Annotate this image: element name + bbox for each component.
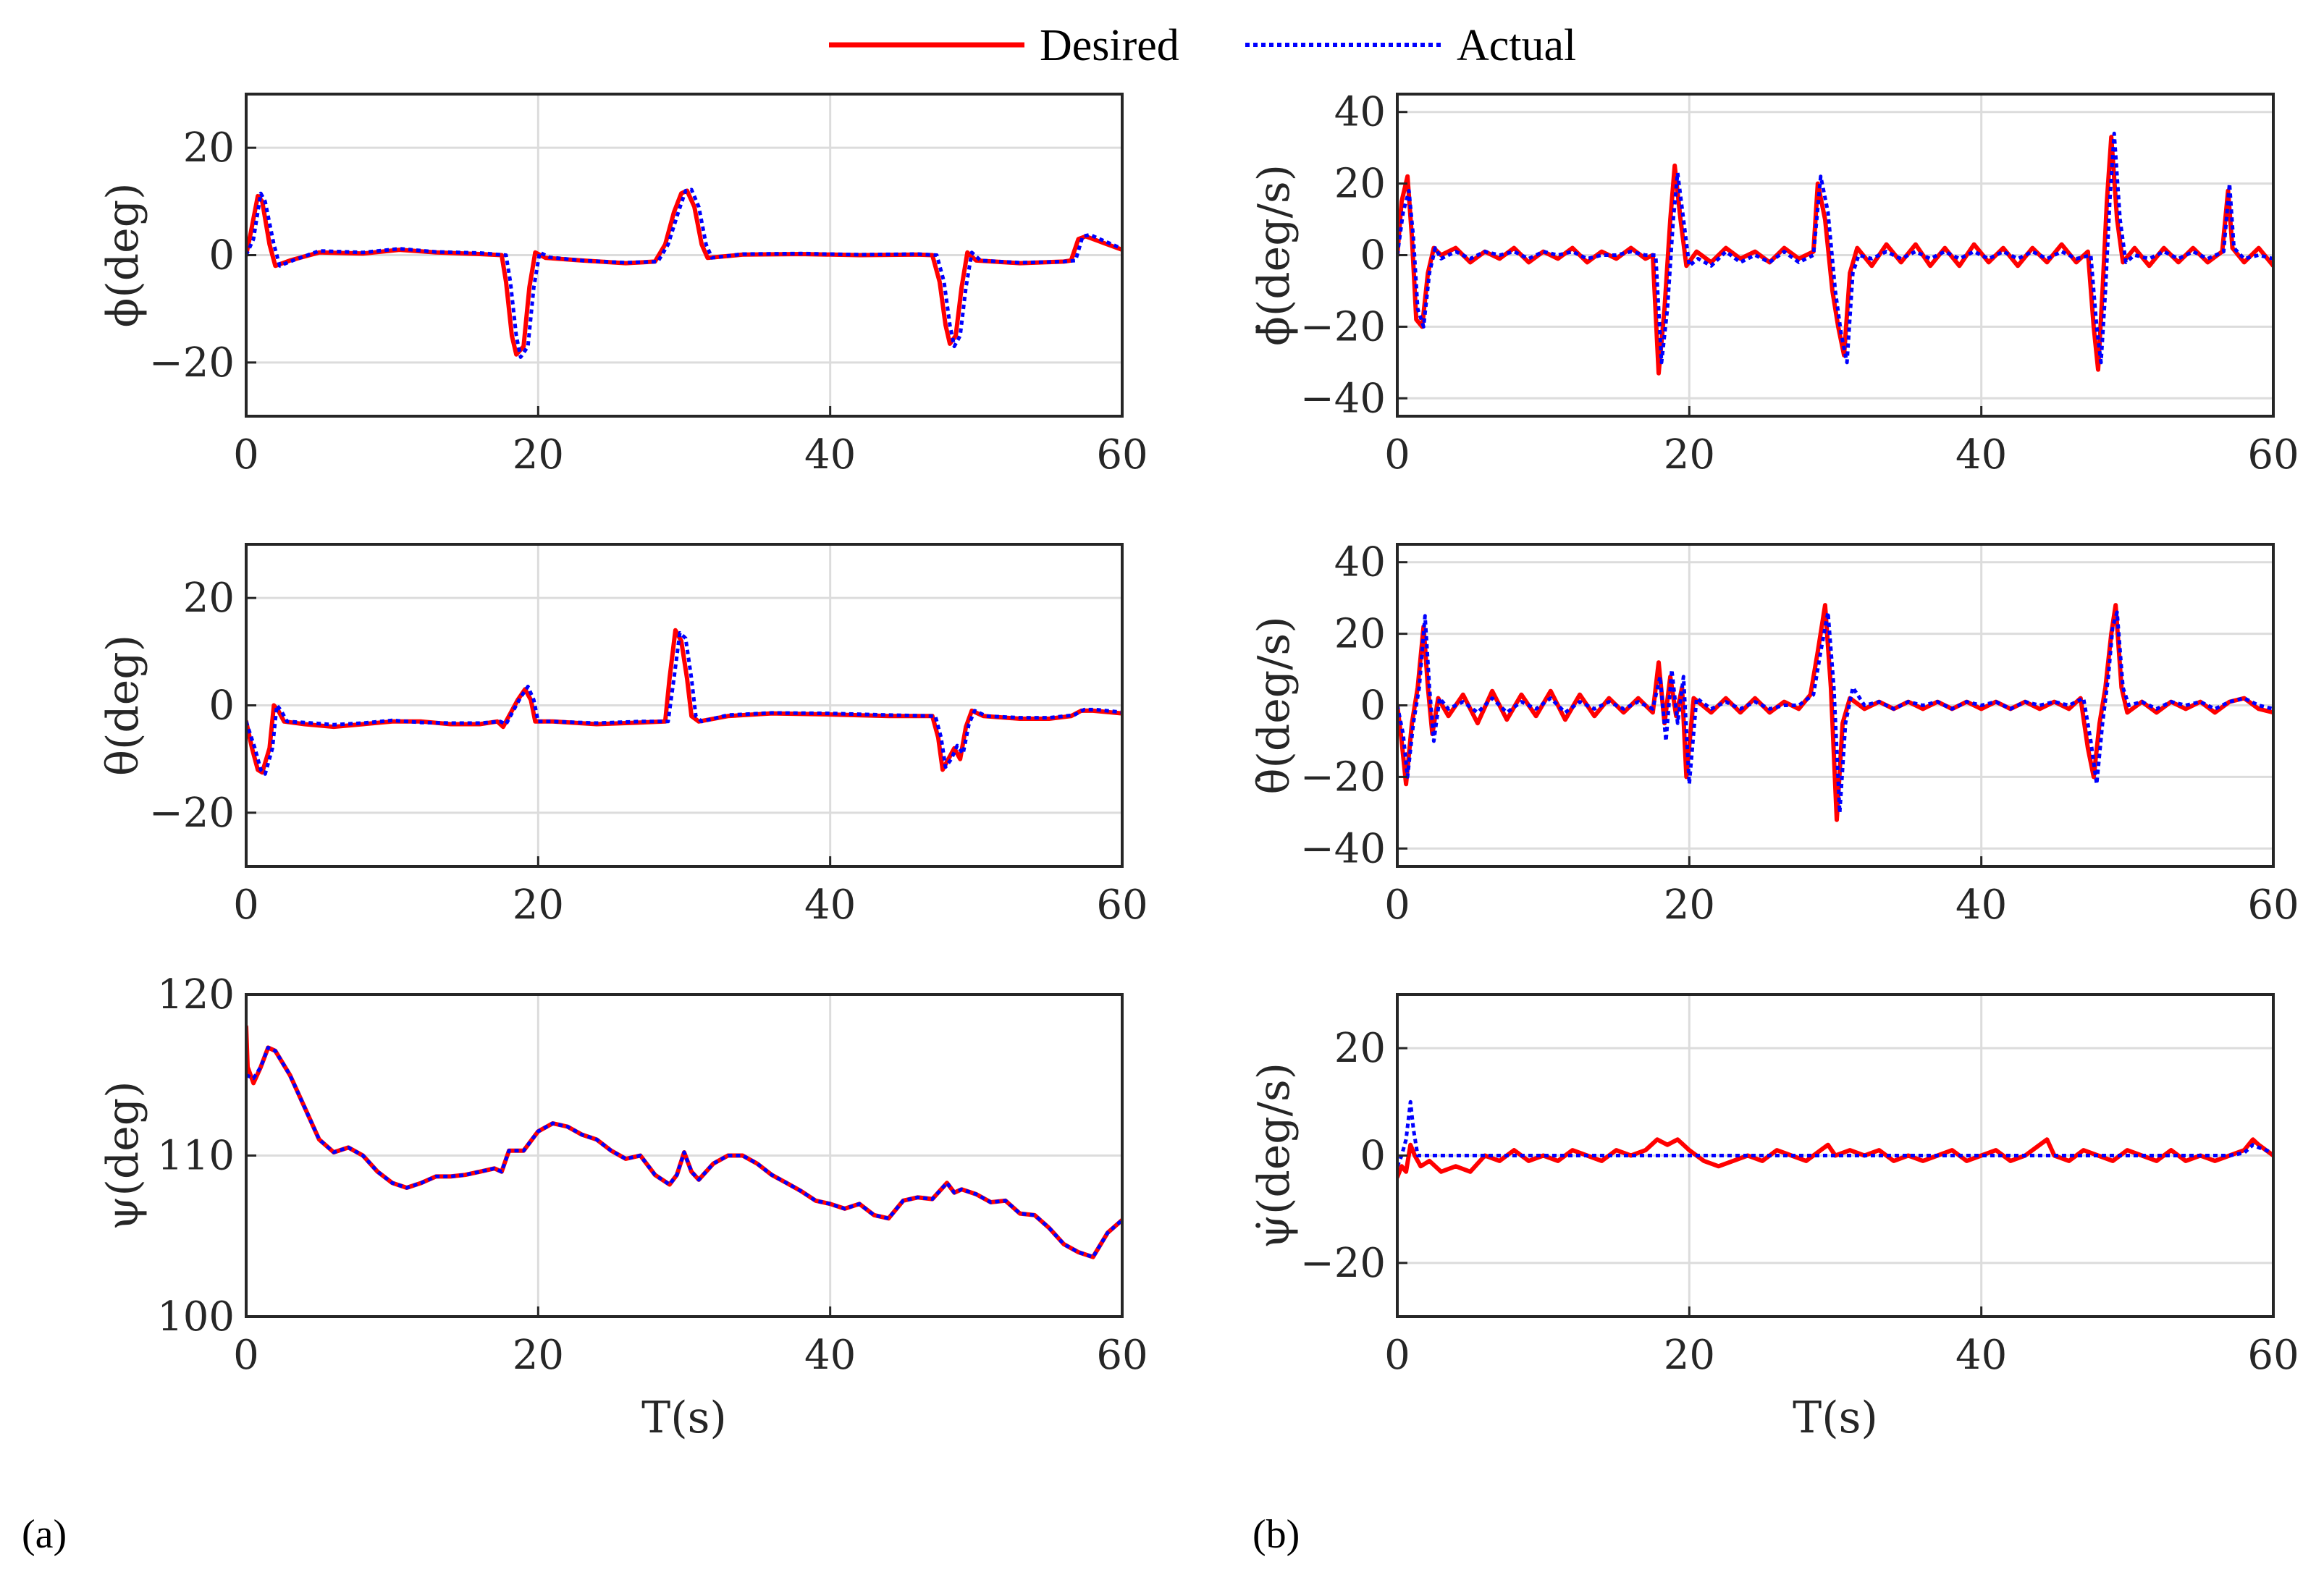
chart-psi: 0 20 40 60 100 110 120 ψ(deg) T(s) <box>98 971 1148 1443</box>
y-tick-label-phi-0: −20 <box>149 339 235 387</box>
y-tick-label-phidot-3: 20 <box>1334 161 1386 208</box>
y-tick-label-psidot-0: −20 <box>1300 1240 1386 1287</box>
y-axis-label-phidot: ϕ̇(deg/s) <box>1249 164 1300 346</box>
y-axis-label-thetadot: θ̇(deg/s) <box>1249 616 1300 794</box>
x-tick-label-phidot-3: 60 <box>2247 431 2299 478</box>
series-actual-phi <box>246 187 1122 359</box>
y-tick-label-thetadot-4: 40 <box>1334 539 1386 586</box>
x-tick-label-thetadot-3: 60 <box>2247 882 2299 929</box>
chart-psidot: 0 20 40 60 −20 0 20 ψ̇(deg/s) T(s) <box>1249 993 2299 1443</box>
x-tick-label-phi-1: 20 <box>513 431 564 478</box>
series-actual-theta <box>246 630 1122 776</box>
y-tick-label-psidot-1: 0 <box>1360 1133 1386 1180</box>
x-tick-label-phi-0: 0 <box>233 431 259 478</box>
x-tick-label-psidot-2: 40 <box>1955 1332 2007 1379</box>
y-axis-label-theta: θ(deg) <box>98 635 148 776</box>
x-tick-label-thetadot-0: 0 <box>1384 882 1410 929</box>
x-tick-label-psi-0: 0 <box>233 1332 259 1379</box>
y-tick-label-thetadot-2: 0 <box>1360 683 1386 730</box>
y-tick-label-theta-0: −20 <box>149 790 235 837</box>
legend-actual-label: Actual <box>1457 21 1576 70</box>
x-tick-label-theta-1: 20 <box>513 882 564 929</box>
series-desired-theta <box>246 628 1122 775</box>
x-tick-label-psidot-1: 20 <box>1664 1332 1715 1379</box>
plots: 0 20 40 60 −20 0 20 ϕ(deg) 0 20 40 60 −20 0 20 θ(deg) 0 2… <box>98 89 2299 1443</box>
series-desired-thetadot <box>1397 603 2273 822</box>
series-actual-psi <box>246 1045 1122 1259</box>
x-tick-label-psidot-3: 60 <box>2247 1332 2299 1379</box>
x-tick-label-psi-3: 60 <box>1096 1332 1148 1379</box>
x-tick-label-phi-2: 40 <box>804 431 856 478</box>
panel-label-a: (a) <box>22 1512 67 1557</box>
chart-thetadot: 0 20 40 60 −40 −20 0 20 40 θ̇(deg/s) <box>1249 539 2299 929</box>
y-tick-label-psidot-2: 20 <box>1334 1025 1386 1072</box>
x-tick-label-phidot-2: 40 <box>1955 431 2007 478</box>
y-tick-label-phidot-1: −20 <box>1300 303 1386 350</box>
y-tick-label-phidot-2: 0 <box>1360 232 1386 279</box>
x-tick-label-thetadot-2: 40 <box>1955 882 2007 929</box>
x-tick-label-thetadot-1: 20 <box>1664 882 1715 929</box>
x-tick-label-psi-1: 20 <box>513 1332 564 1379</box>
x-tick-label-theta-3: 60 <box>1096 882 1148 929</box>
y-tick-label-phi-2: 20 <box>183 124 235 172</box>
y-tick-label-thetadot-0: −40 <box>1300 825 1386 872</box>
x-tick-label-phidot-0: 0 <box>1384 431 1410 478</box>
y-tick-label-thetadot-1: −20 <box>1300 753 1386 801</box>
chart-phi: 0 20 40 60 −20 0 20 ϕ(deg) <box>98 93 1148 478</box>
y-tick-label-theta-2: 20 <box>183 575 235 622</box>
y-tick-label-theta-1: 0 <box>209 683 235 730</box>
legend-desired-label: Desired <box>1040 21 1179 70</box>
y-tick-label-phidot-0: −40 <box>1300 375 1386 422</box>
x-tick-label-phidot-1: 20 <box>1664 431 1715 478</box>
x-axis-label-psidot: T(s) <box>1793 1393 1878 1443</box>
y-tick-label-phidot-4: 40 <box>1334 89 1386 136</box>
x-axis-label-psi: T(s) <box>641 1393 727 1443</box>
y-axis-label-psidot: ψ̇(deg/s) <box>1249 1063 1300 1249</box>
x-tick-label-phi-3: 60 <box>1096 431 1148 478</box>
x-tick-label-theta-2: 40 <box>804 882 856 929</box>
series-actual-phidot <box>1397 131 2273 365</box>
x-tick-label-psi-2: 40 <box>804 1332 856 1379</box>
y-tick-label-psi-0: 100 <box>157 1293 235 1340</box>
legend: Desired Actual <box>829 21 1576 70</box>
panel-label-b: (b) <box>1252 1512 1300 1557</box>
y-tick-label-psi-2: 120 <box>157 971 235 1018</box>
chart-phidot: 0 20 40 60 −40 −20 0 20 40 ϕ̇(deg/s) <box>1249 89 2299 478</box>
x-tick-label-psidot-0: 0 <box>1384 1332 1410 1379</box>
y-tick-label-thetadot-3: 20 <box>1334 611 1386 658</box>
chart-theta: 0 20 40 60 −20 0 20 θ(deg) <box>98 543 1148 929</box>
x-tick-label-theta-0: 0 <box>233 882 259 929</box>
y-tick-label-psi-1: 110 <box>157 1133 235 1180</box>
y-axis-label-phi: ϕ(deg) <box>98 182 148 327</box>
series-actual-psidot <box>1397 1099 2273 1167</box>
y-tick-label-phi-1: 0 <box>209 232 235 279</box>
y-axis-label-psi: ψ(deg) <box>98 1081 148 1230</box>
